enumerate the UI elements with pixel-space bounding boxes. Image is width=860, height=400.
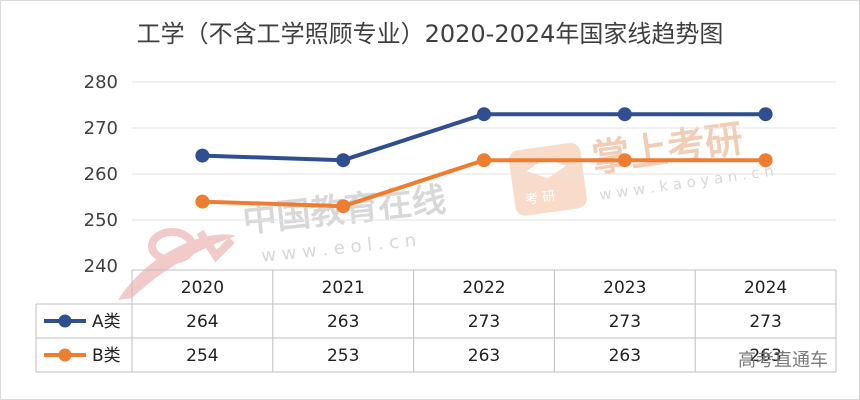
data-table-cell: 263: [468, 346, 500, 366]
data-point: [617, 153, 632, 168]
data-point: [477, 107, 491, 122]
data-point: [477, 153, 491, 168]
series-name: A类: [92, 312, 121, 332]
x-tick-label: 2020: [181, 278, 224, 298]
x-tick-label: 2021: [322, 278, 365, 298]
data-table: 2020 2021 2022 2023 2024 A类 264 263 273 273 273 B类 2…: [35, 269, 837, 373]
data-point: [336, 153, 351, 168]
y-tick-label: 240: [84, 256, 118, 277]
x-tick-label: 2023: [603, 278, 646, 298]
data-point: [195, 194, 210, 209]
y-tick-label: 270: [84, 118, 118, 139]
series-lines: [195, 107, 773, 214]
data-point: [758, 107, 773, 122]
data-table-cell: 273: [468, 312, 500, 332]
data-point: [195, 148, 210, 163]
legend-key-marker: [58, 314, 72, 328]
eol-logo-watermark: [118, 228, 236, 300]
data-table-cell: 263: [327, 312, 359, 332]
data-table-cell: 254: [186, 346, 218, 366]
chart-title: 工学（不含工学照顾专业）2020-2024年国家线趋势图: [137, 20, 724, 48]
x-tick-label: 2022: [462, 278, 505, 298]
y-tick-label: 280: [84, 72, 118, 93]
legend-key-marker: [58, 348, 72, 362]
y-tick-label: 250: [84, 210, 118, 231]
kaoyan-logo-watermark: [508, 142, 587, 216]
x-tick-label: 2024: [744, 278, 787, 298]
data-table-cell: 264: [186, 312, 218, 332]
y-tick-label: 260: [84, 164, 118, 185]
footer-watermark: 高考直通车: [738, 350, 828, 371]
series-name: B类: [92, 346, 121, 366]
data-point: [617, 107, 632, 122]
kaoyan-badge-text: 考 研: [524, 189, 556, 208]
data-table-cell: 263: [749, 346, 781, 366]
data-point: [758, 153, 773, 168]
data-table-cell: 273: [749, 312, 781, 332]
data-point: [336, 199, 351, 214]
data-table-cell: 253: [327, 346, 359, 366]
y-axis-ticks: 280 270 260 250 240: [84, 72, 118, 277]
gridlines: [132, 81, 836, 221]
data-table-cell: 263: [609, 346, 641, 366]
data-table-cell: 273: [609, 312, 641, 332]
